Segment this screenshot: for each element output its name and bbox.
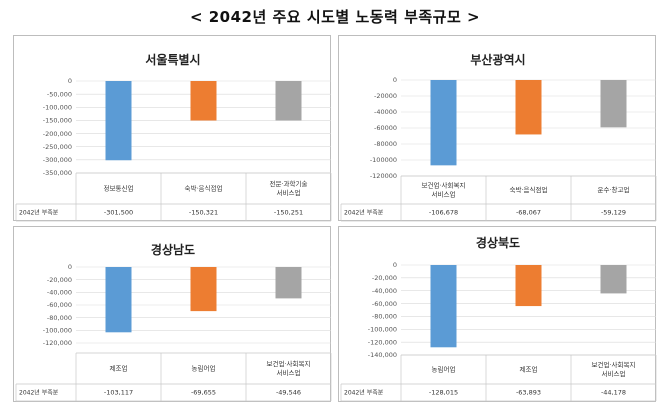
y-tick-label: 0: [68, 263, 72, 271]
y-tick-label: -50,000: [47, 90, 72, 98]
bar: [600, 80, 627, 128]
bar: [105, 267, 132, 333]
category-label-line: 농림어업: [432, 365, 456, 374]
bar: [105, 81, 132, 161]
value-label: -59,129: [601, 209, 626, 217]
bar: [190, 81, 217, 121]
chart-title: 경상남도: [151, 242, 195, 257]
y-tick-label: -300,000: [43, 156, 72, 164]
y-tick-label: -60000: [374, 124, 397, 132]
y-tick-label: -20,000: [372, 274, 397, 282]
bar: [515, 80, 542, 135]
category-label-line: 정보통신업: [104, 184, 134, 193]
bar: [190, 267, 217, 312]
y-tick-label: -80,000: [47, 314, 72, 322]
category-label-line: 보건업·사회복지: [592, 360, 636, 369]
category-label-line: 서비스업: [432, 190, 456, 199]
value-label: -63,893: [516, 389, 541, 397]
chart-svg: 경상북도 0 -20,000 -40,000 -60,000 -80,000 -100,00…: [340, 235, 657, 402]
y-tick-label: -40000: [374, 108, 397, 116]
category-label-line: 서비스업: [602, 369, 626, 378]
category-label-line: 서비스업: [277, 368, 301, 377]
chart-panel-busan: 부산광역시 0 -20000 -40000 -60000 -80000 -100000 -12…: [338, 35, 657, 222]
category-label-line: 보건업·사회복지: [267, 359, 311, 368]
bar: [275, 81, 302, 121]
y-tick-label: -140,000: [368, 351, 397, 359]
y-tick-label: -120000: [370, 172, 397, 180]
value-label: -150,251: [274, 209, 303, 217]
category-label: 숙박·음식점업: [185, 184, 223, 193]
y-tick-label: -120,000: [368, 338, 397, 346]
y-tick-label: 0: [393, 261, 397, 269]
category-label: 운수·창고업: [598, 186, 630, 194]
category-label: 제조업: [110, 365, 128, 373]
category-label: 보건업·사회복지 서비스업: [267, 359, 311, 377]
value-label: -103,117: [104, 389, 133, 397]
y-tick-label: -100000: [370, 156, 397, 164]
y-tick-label: -120,000: [43, 339, 72, 347]
y-tick-label: -200,000: [43, 130, 72, 138]
bar: [515, 265, 542, 307]
y-tick-label: 0: [393, 76, 397, 84]
category-label-line: 숙박·음식점업: [510, 185, 548, 194]
y-tick-label: -80000: [374, 140, 397, 148]
value-label: -69,655: [191, 389, 216, 397]
chart-svg: 경상남도 0 -20,000 -40,000 -60,000 -80,000 -100,00…: [15, 242, 332, 402]
y-tick-label: -40,000: [372, 287, 397, 295]
y-tick-label: -40,000: [47, 289, 72, 297]
bar: [275, 267, 302, 299]
category-label: 농림어업: [192, 364, 216, 373]
category-label-line: 운수·창고업: [598, 186, 630, 194]
y-tick-label: -20,000: [47, 276, 72, 284]
y-tick-label: -20000: [374, 92, 397, 100]
category-label-line: 제조업: [110, 365, 128, 373]
y-tick-label: -100,000: [368, 325, 397, 333]
y-tick-label: -60,000: [47, 301, 72, 309]
value-label: -301,500: [104, 209, 133, 217]
row-label: 2042년 부족분: [19, 209, 59, 217]
value-label: -49,546: [276, 389, 301, 397]
y-tick-label: -250,000: [43, 143, 72, 151]
category-label: 보건업·사회복지 서비스업: [592, 360, 636, 378]
category-label: 제조업: [520, 366, 538, 374]
row-label: 2042년 부족분: [344, 209, 384, 217]
y-tick-label: -100,000: [43, 327, 72, 335]
chart-svg: 서울특별시 0 -50,000 -100,000 -150,000 -200,000 -25…: [15, 52, 332, 222]
category-label: 전문·과학기술 서비스업: [270, 179, 308, 197]
category-label-line: 숙박·음식점업: [185, 184, 223, 193]
row-label: 2042년 부족분: [19, 389, 59, 397]
y-tick-label: -150,000: [43, 117, 72, 125]
category-label: 농림어업: [432, 365, 456, 374]
category-label-line: 보건업·사회복지: [422, 181, 466, 190]
chart-panel-seoul: 서울특별시 0 -50,000 -100,000 -150,000 -200,000 -25…: [13, 35, 332, 222]
chart-svg: 부산광역시 0 -20000 -40000 -60000 -80000 -100000 -12…: [340, 52, 657, 222]
chart-title: 부산광역시: [470, 52, 525, 67]
bar: [600, 265, 627, 294]
chart-title: 서울특별시: [145, 52, 200, 67]
bar: [430, 80, 457, 166]
y-tick-label: -80,000: [372, 313, 397, 321]
value-label: -106,678: [429, 209, 458, 217]
category-label-line: 농림어업: [192, 364, 216, 373]
value-label: -128,015: [429, 389, 458, 397]
category-label-line: 서비스업: [277, 188, 301, 197]
category-label-line: 전문·과학기술: [270, 179, 308, 188]
category-label: 정보통신업: [104, 184, 134, 193]
y-tick-label: -350,000: [43, 169, 72, 177]
y-tick-label: -60,000: [372, 300, 397, 308]
chart-title: 경상북도: [476, 235, 520, 250]
value-label: -68,067: [516, 209, 541, 217]
y-tick-label: 0: [68, 77, 72, 85]
bar: [430, 265, 457, 348]
category-label-line: 제조업: [520, 366, 538, 374]
category-label: 숙박·음식점업: [510, 185, 548, 194]
value-label: -150,321: [189, 209, 218, 217]
chart-panel-gyeongnam: 경상남도 0 -20,000 -40,000 -60,000 -80,000 -100,00…: [13, 226, 332, 402]
y-tick-label: -100,000: [43, 103, 72, 111]
page-title: < 2042년 주요 시도별 노동력 부족규모 >: [189, 8, 481, 26]
row-label: 2042년 부족분: [344, 389, 384, 397]
chart-panel-gyeongbuk: 경상북도 0 -20,000 -40,000 -60,000 -80,000 -100,00…: [338, 226, 657, 402]
value-label: -44,178: [601, 389, 626, 397]
category-label: 보건업·사회복지 서비스업: [422, 181, 466, 199]
